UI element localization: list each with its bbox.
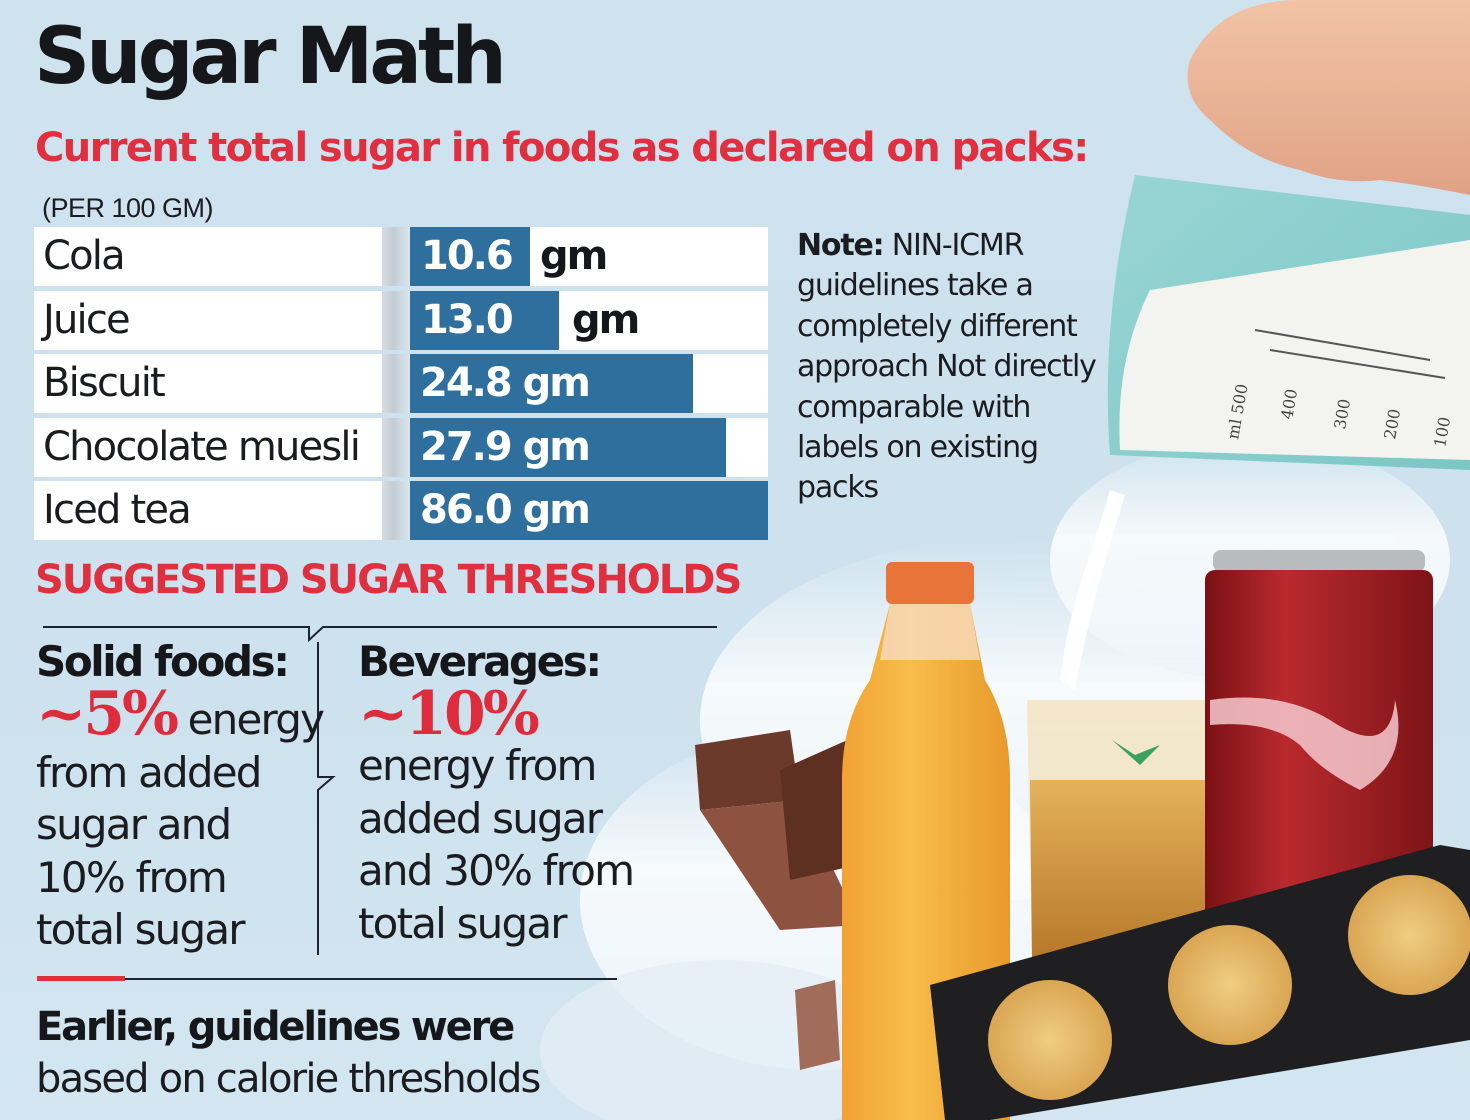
bar-value: 24.8 gm [420,360,591,406]
solid-foods-pct-suffix: energy [176,695,325,744]
svg-text:ml 500: ml 500 [1223,382,1251,440]
solid-foods-line: sugar and [36,800,232,849]
page-title: Sugar Math [34,12,507,102]
svg-text:300: 300 [1330,397,1354,430]
solid-foods-column: Solid foods: ~5% energy from added sugar… [36,636,325,957]
beverages-line: energy from [358,741,597,790]
bar-track: 10.6 gm [410,227,768,286]
bar-value: 27.9 gm [420,423,591,470]
row-divider [382,417,410,477]
solid-foods-heading: Solid foods: [36,637,290,686]
bar-label: Juice [34,290,382,350]
beverages-column: Beverages: ~10% energy from added sugar … [358,636,668,950]
svg-text:100: 100 [1430,415,1454,448]
beverages-percent: ~10% [358,679,540,749]
bar-value: 10.6 [421,233,514,279]
footer-text: based on calorie thresholds [36,1056,541,1102]
bar-row-chocolate-muesli: Chocolate muesli 27.9 gm [34,417,768,477]
row-divider [382,354,410,413]
juice-bottle [842,562,1010,1120]
bar-label: Chocolate muesli [34,417,382,477]
solid-foods-line: 10% from [36,852,228,902]
bar-track: 27.9 gm [410,417,768,477]
beverages-line: added sugar [358,793,603,843]
beverages-heading: Beverages: [358,637,602,686]
row-divider [382,481,410,540]
bar-row-juice: Juice 13.0 gm [34,290,768,350]
bar-track: 86.0 gm [410,481,768,540]
thresholds-heading: SUGGESTED SUGAR THRESHOLDS [35,557,742,603]
bar-label: Iced tea [34,481,382,540]
bar-value: 13.0 [421,296,514,343]
row-divider [382,290,410,350]
accent-rule [37,976,125,981]
bar-label: Biscuit [34,354,382,413]
bar [410,354,693,413]
hand [1187,0,1470,195]
bar-row-iced-tea: Iced tea 86.0 gm [34,481,768,540]
measuring-jug: ml 500 400 300 200 100 [1107,175,1470,470]
row-divider [382,227,410,286]
bar-track: 13.0 gm [410,290,768,350]
note-label: Note: [797,228,885,263]
bar-value: 86.0 gm [420,487,591,533]
bracket-lines [43,626,717,955]
bar-label: Cola [34,227,382,286]
unit-note: (PER 100 GM) [42,193,214,223]
bar-unit: gm [572,296,640,343]
bar-unit: gm [540,233,608,279]
cola-can [1205,550,1433,940]
bar-track: 24.8 gm [410,354,768,413]
note-text: Note: NIN-ICMR guidelines take a complet… [797,226,1097,509]
iced-tea-glass [1027,700,1215,960]
solid-foods-line: total sugar [36,905,246,954]
bar-row-cola: Cola 10.6 gm [34,227,768,286]
bar-row-biscuit: Biscuit 24.8 gm [34,354,768,413]
bar [410,481,768,540]
note-body: NIN-ICMR guidelines take a completely di… [797,228,1097,506]
bar [410,227,530,286]
footer-bold-text: Earlier, guidelines were [36,1004,515,1050]
divider-rule [125,978,617,980]
beverages-line: and 30% from [358,846,635,895]
svg-text:400: 400 [1277,387,1301,420]
bar [410,417,726,477]
solid-foods-percent: ~5% [36,679,179,749]
solid-foods-line: from added [36,747,262,797]
sugar-bar-chart: Cola 10.6 gm Juice 13.0 gm Biscuit 24.8 … [34,227,768,545]
chocolate-pieces [695,730,880,1070]
chart-subtitle: Current total sugar in foods as declared… [35,125,1089,171]
cookie-tray [930,845,1470,1120]
beverages-line: total sugar [358,898,568,948]
svg-text:200: 200 [1380,407,1404,440]
bar [410,290,559,350]
